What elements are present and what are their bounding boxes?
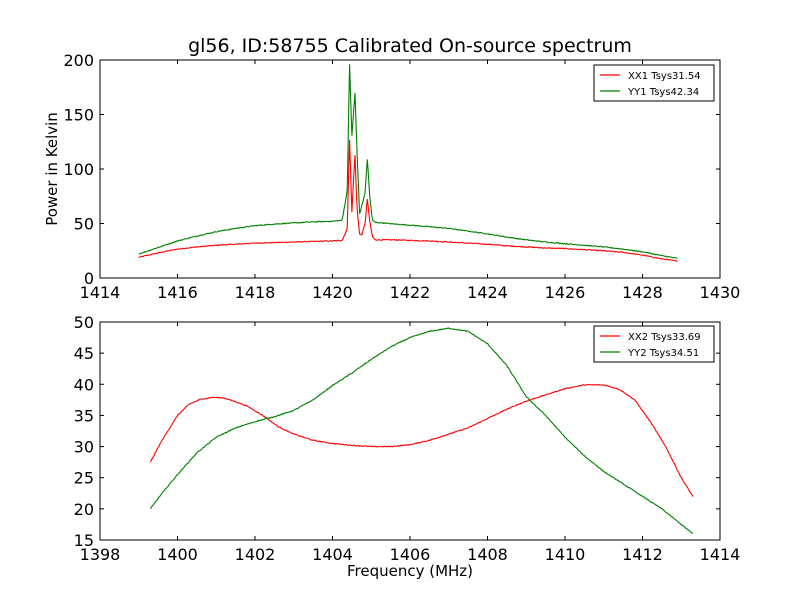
top-spectrum-panel: 1414 1416 1418 1420 1422 1424 1426 1428 1430 0 50 1… [63, 51, 740, 302]
y-tick-label: 150 [63, 106, 94, 125]
legend: XX2 Tsys33.69 YY2 Tsys34.51 [593, 325, 715, 363]
legend-label: XX2 Tsys33.69 [628, 332, 701, 343]
y-tick-label: 45 [74, 344, 94, 363]
legend-label: YY2 Tsys34.51 [627, 348, 699, 359]
series-line-0-0 [138, 139, 678, 263]
series-line-1-0 [149, 384, 694, 497]
x-tick-label: 1398 [80, 545, 121, 564]
x-tick-label: 1426 [545, 283, 586, 302]
x-tick-label: 1414 [80, 283, 121, 302]
x-tick-label: 1404 [312, 545, 353, 564]
legend-box [593, 325, 715, 363]
x-tick-label: 1418 [235, 283, 276, 302]
x-tick-label: 1416 [157, 283, 198, 302]
x-tick-label: 1402 [235, 545, 276, 564]
x-tick-label: 1414 [700, 545, 741, 564]
x-tick-label: 1428 [622, 283, 663, 302]
y-axis-label: Power in Kelvin [43, 112, 61, 226]
y-tick-label: 15 [74, 531, 94, 550]
x-tick-label: 1406 [390, 545, 431, 564]
legend-label: YY1 Tsys42.34 [627, 87, 699, 98]
y-tick-label: 25 [74, 469, 94, 488]
legend: XX1 Tsys31.54 YY1 Tsys42.34 [593, 64, 715, 102]
x-tick-label: 1412 [622, 545, 663, 564]
x-tick-label: 1424 [467, 283, 508, 302]
x-axis-label: Frequency (MHz) [347, 562, 473, 580]
y-tick-label: 50 [74, 215, 94, 234]
series-line-1-1 [149, 327, 694, 535]
bottom-spectrum-panel: 1398 1400 1402 1404 1406 1408 1410 1412 1414 15 20… [74, 313, 741, 564]
legend-box [593, 64, 715, 102]
y-tick-label: 40 [74, 375, 94, 394]
y-tick-label: 20 [74, 500, 94, 519]
y-tick-label: 0 [84, 269, 94, 288]
y-tick-label: 50 [74, 313, 94, 332]
y-tick-label: 200 [63, 51, 94, 70]
y-tick-label: 35 [74, 406, 94, 425]
series-line-0-1 [138, 64, 678, 259]
y-tick-label: 30 [74, 438, 94, 457]
chart-title: gl56, ID:58755 Calibrated On-source spec… [188, 35, 632, 57]
x-tick-label: 1408 [467, 545, 508, 564]
y-tick-label: 100 [63, 160, 94, 179]
legend-label: XX1 Tsys31.54 [628, 71, 701, 82]
x-tick-label: 1430 [700, 283, 741, 302]
x-tick-label: 1422 [390, 283, 431, 302]
x-tick-label: 1410 [545, 545, 586, 564]
x-tick-label: 1420 [312, 283, 353, 302]
x-tick-label: 1400 [157, 545, 198, 564]
